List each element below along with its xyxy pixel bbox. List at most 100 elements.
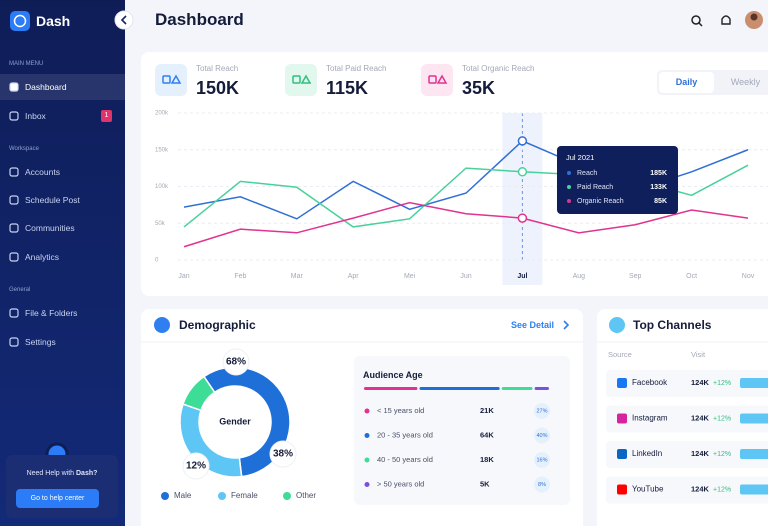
tab-active[interactable]: Daily: [659, 72, 714, 93]
x-tick-label: Nov: [742, 273, 755, 280]
x-tick-label: Aug: [573, 273, 586, 280]
legend-dot: [161, 492, 169, 500]
stat-icon-bg: [421, 64, 453, 96]
donut-segment: [202, 366, 291, 478]
y-tick-label: 0: [155, 258, 159, 264]
x-tick-label: Mei: [404, 273, 416, 280]
nav-icon: [9, 111, 19, 121]
help-text: Need Help with Dash?: [6, 470, 118, 477]
audience-value: 5K: [480, 479, 490, 488]
column-header: Visit: [691, 350, 706, 359]
audience-label: 20 - 35 years old: [377, 430, 433, 439]
channels-icon: [609, 317, 625, 333]
audience-label: < 15 years old: [377, 406, 424, 415]
audience-dot: [364, 408, 370, 414]
help-prefix: Need Help with: [26, 470, 75, 477]
tooltip: [557, 146, 678, 214]
x-tick-label: Jan: [178, 273, 189, 280]
search-handle: [698, 22, 703, 27]
nav-icon: [9, 252, 19, 262]
page-title: Dashboard: [155, 10, 244, 29]
nav-item[interactable]: File & Folders: [25, 308, 78, 318]
nav-icon: [9, 308, 19, 318]
audience-dot: [364, 482, 370, 487]
tooltip-dot: [567, 171, 571, 175]
stat-value: 35K: [462, 78, 496, 98]
nav-icon: [9, 223, 19, 233]
highlight-point: [517, 136, 528, 146]
tooltip-value: 185K: [650, 170, 667, 177]
audience-value: 64K: [480, 430, 494, 439]
audience-bar: [364, 387, 418, 390]
audience-label: > 50 years old: [377, 479, 424, 488]
legend-dot: [283, 492, 291, 500]
nav-item[interactable]: Communities: [25, 223, 75, 233]
stat-icon: [162, 75, 171, 84]
channel-name: Instagram: [632, 414, 668, 423]
tooltip-value: 133K: [650, 184, 667, 191]
channel-icon: [617, 378, 627, 388]
nav-item[interactable]: Analytics: [25, 252, 60, 262]
brand-icon: [10, 11, 30, 31]
bell-icon[interactable]: [721, 15, 731, 25]
stat-icon: [428, 75, 437, 84]
nav-item[interactable]: Schedule Post: [25, 195, 80, 205]
stat-icon: [292, 75, 301, 84]
stat-label: Total Reach: [196, 64, 239, 73]
audience-dot: [364, 457, 370, 463]
audience-badge: [534, 427, 550, 444]
nav-icon: [9, 195, 19, 205]
legend-label: Other: [296, 491, 316, 500]
y-tick-label: 50k: [155, 221, 166, 227]
donut-label-bubble: [182, 452, 210, 480]
stat-label: Total Paid Reach: [326, 64, 387, 73]
highlight-point: [517, 213, 528, 223]
see-detail[interactable]: See Detail: [511, 320, 555, 330]
audience-title: Audience Age: [363, 370, 423, 380]
audience-dot: [364, 433, 370, 438]
x-tick-label: Sep: [629, 273, 642, 280]
audience-value: 21K: [480, 406, 494, 415]
nav-active-bg: [0, 74, 125, 100]
audience-percent: 8%: [538, 482, 546, 488]
channel-row: [606, 370, 768, 397]
nav-item[interactable]: Inbox: [25, 111, 46, 121]
donut-label: 38%: [273, 449, 293, 460]
channel-row: [606, 476, 768, 504]
legend-label: Male: [174, 491, 192, 500]
tooltip-name: Paid Reach: [577, 184, 613, 191]
channel-change: +12%: [713, 451, 731, 458]
channel-bar: [740, 484, 768, 495]
stat-icon-bg: [155, 64, 187, 96]
tooltip-value: 85K: [654, 198, 667, 205]
demographic-icon: [154, 317, 170, 333]
y-tick-label: 100k: [155, 184, 169, 190]
stat-value: 150K: [196, 78, 240, 98]
donut-label-bubble: [222, 348, 250, 376]
x-tick-label: Apr: [348, 273, 360, 280]
highlight-point: [517, 167, 528, 177]
collapse-button[interactable]: [114, 10, 134, 30]
channel-visit: 124K: [691, 484, 710, 493]
audience-badge: [534, 403, 550, 419]
tooltip-dot: [567, 199, 571, 203]
stat-icon: [300, 74, 312, 84]
audience-bar: [534, 387, 549, 390]
x-tick-label: Jul: [517, 273, 527, 280]
stat-icon: [170, 74, 182, 84]
tab[interactable]: Weekly: [730, 77, 761, 87]
brand-icon-mark: [13, 14, 27, 28]
search-icon[interactable]: [691, 15, 701, 25]
audience-percent: 40%: [536, 433, 547, 439]
nav-icon: [9, 167, 19, 177]
nav-item[interactable]: Accounts: [25, 167, 60, 177]
nav-icon: [9, 337, 19, 347]
help-button[interactable]: Go to help center: [16, 489, 99, 508]
donut-center-label: Gender: [219, 416, 251, 426]
column-header: Source: [608, 350, 632, 359]
nav-item[interactable]: Settings: [25, 337, 56, 347]
x-tick-label: Mar: [291, 273, 304, 280]
nav-item[interactable]: Dashboard: [25, 82, 67, 92]
y-tick-label: 150k: [155, 147, 169, 153]
